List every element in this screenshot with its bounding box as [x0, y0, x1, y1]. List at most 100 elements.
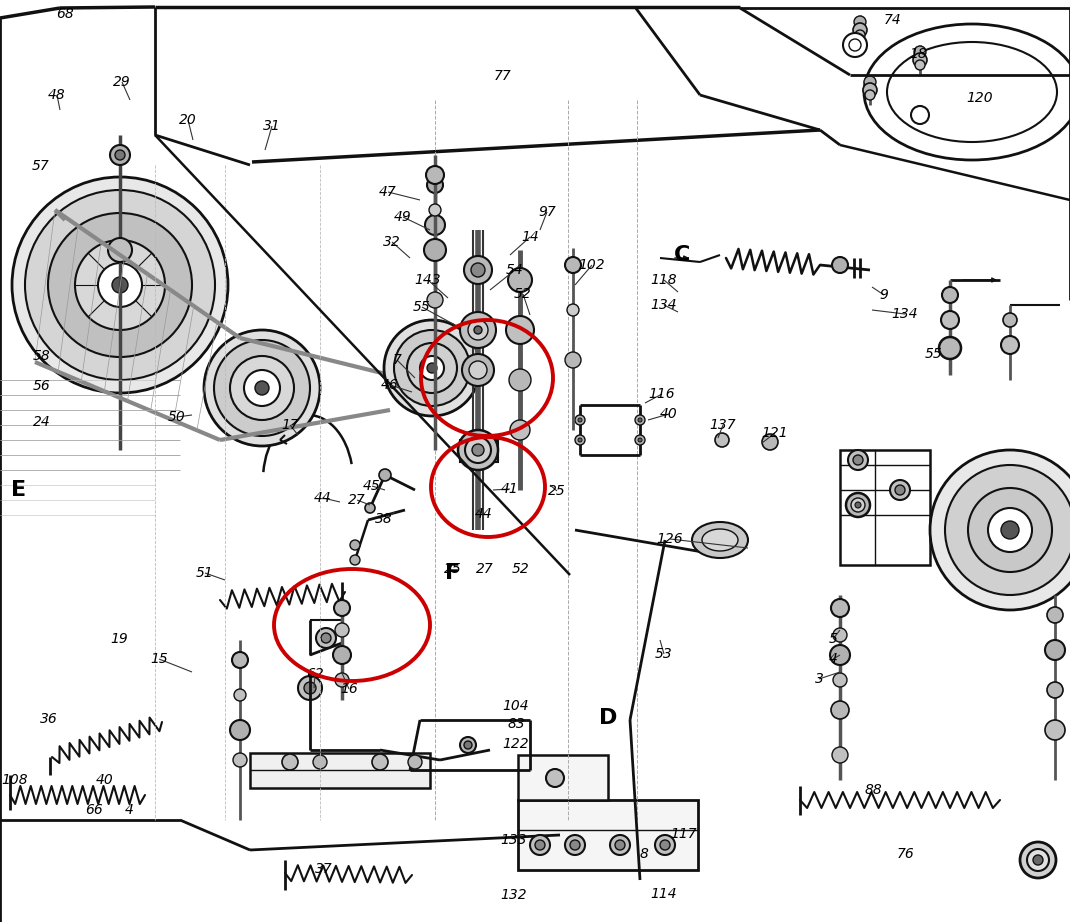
Circle shape	[233, 753, 247, 767]
Text: 50: 50	[168, 410, 186, 424]
Circle shape	[635, 415, 645, 425]
Text: 15: 15	[150, 652, 168, 666]
Circle shape	[350, 540, 360, 550]
Circle shape	[425, 215, 445, 235]
Text: 108: 108	[2, 773, 28, 787]
Circle shape	[843, 33, 867, 57]
Text: 18: 18	[910, 47, 927, 61]
Bar	[460, 440, 498, 462]
Circle shape	[379, 469, 391, 481]
Text: 77: 77	[494, 69, 511, 83]
Circle shape	[12, 177, 228, 393]
Circle shape	[834, 628, 847, 642]
Circle shape	[282, 754, 299, 770]
Circle shape	[407, 343, 457, 393]
Circle shape	[846, 493, 870, 517]
Circle shape	[913, 53, 927, 67]
Text: 53: 53	[655, 647, 673, 661]
Circle shape	[316, 628, 336, 648]
Circle shape	[610, 835, 630, 855]
Text: 29: 29	[113, 75, 131, 89]
Text: 16: 16	[340, 682, 357, 696]
Circle shape	[578, 438, 582, 442]
Circle shape	[335, 623, 349, 637]
Text: 132: 132	[501, 888, 528, 902]
Circle shape	[914, 46, 926, 58]
Text: 27: 27	[476, 562, 494, 576]
Circle shape	[232, 652, 248, 668]
Circle shape	[471, 263, 485, 277]
Circle shape	[408, 755, 422, 769]
Ellipse shape	[692, 522, 748, 558]
Circle shape	[110, 145, 129, 165]
Text: 54: 54	[506, 263, 524, 277]
Text: 25: 25	[548, 484, 566, 498]
Circle shape	[1045, 640, 1065, 660]
Circle shape	[530, 835, 550, 855]
Text: 44: 44	[475, 507, 493, 521]
Circle shape	[464, 741, 472, 749]
Text: 68: 68	[56, 7, 74, 21]
Circle shape	[462, 354, 494, 386]
Text: 104: 104	[503, 699, 530, 713]
Circle shape	[849, 450, 868, 470]
Circle shape	[863, 76, 876, 88]
Circle shape	[75, 240, 165, 330]
Text: 56: 56	[33, 379, 51, 393]
Circle shape	[762, 434, 778, 450]
Circle shape	[855, 502, 861, 508]
Circle shape	[945, 465, 1070, 595]
Text: 9: 9	[880, 288, 888, 302]
Circle shape	[715, 433, 729, 447]
Circle shape	[508, 268, 532, 292]
Circle shape	[365, 503, 374, 513]
Text: 14: 14	[521, 230, 539, 244]
Circle shape	[575, 435, 585, 445]
Text: 97: 97	[538, 205, 556, 219]
Text: 51: 51	[196, 566, 214, 580]
Circle shape	[853, 455, 863, 465]
Text: 48: 48	[48, 88, 66, 102]
Circle shape	[429, 204, 441, 216]
Circle shape	[334, 600, 350, 616]
Circle shape	[851, 498, 865, 512]
Circle shape	[333, 646, 351, 664]
Text: 102: 102	[579, 258, 606, 272]
Bar	[518, 755, 608, 800]
Circle shape	[464, 256, 492, 284]
Text: 116: 116	[648, 387, 675, 401]
Circle shape	[426, 166, 444, 184]
Circle shape	[865, 90, 875, 100]
Text: 74: 74	[884, 13, 902, 27]
Text: 117: 117	[671, 827, 698, 841]
Circle shape	[1045, 720, 1065, 740]
Circle shape	[1003, 313, 1016, 327]
Text: 52: 52	[514, 287, 532, 301]
Circle shape	[546, 769, 564, 787]
Text: 62: 62	[306, 667, 324, 681]
Text: 76: 76	[897, 847, 915, 861]
Circle shape	[575, 415, 585, 425]
Circle shape	[335, 673, 349, 687]
Circle shape	[25, 190, 215, 380]
Circle shape	[506, 316, 534, 344]
Circle shape	[372, 754, 388, 770]
Circle shape	[468, 320, 488, 340]
Circle shape	[567, 304, 579, 316]
Text: 57: 57	[32, 159, 50, 173]
Bar	[518, 800, 698, 870]
Circle shape	[570, 840, 580, 850]
Text: 137: 137	[709, 418, 736, 432]
Circle shape	[855, 30, 865, 40]
Text: 31: 31	[263, 119, 280, 133]
Circle shape	[98, 263, 142, 307]
Circle shape	[314, 755, 327, 769]
Circle shape	[831, 701, 849, 719]
Text: 40: 40	[96, 773, 113, 787]
Circle shape	[930, 450, 1070, 610]
Circle shape	[895, 485, 905, 495]
Circle shape	[830, 645, 850, 665]
Text: 24: 24	[33, 415, 51, 429]
Circle shape	[1002, 336, 1019, 354]
Circle shape	[214, 340, 310, 436]
